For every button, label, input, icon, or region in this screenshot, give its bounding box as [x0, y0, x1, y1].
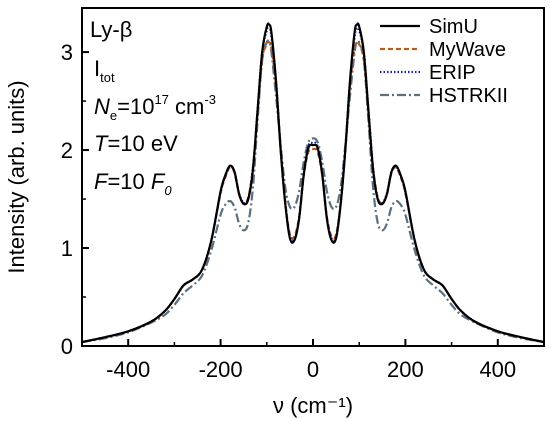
x-tick-label: 0: [307, 357, 319, 382]
annotation-density-sub: e: [110, 108, 117, 123]
parameter-annotations: Ly-β Itot Ne=1017 cm-3 T=10 eV F=10 F0: [90, 17, 216, 198]
legend-label-hstrkii: HSTRKII: [429, 85, 508, 107]
annotation-line-name: Ly-β: [90, 17, 132, 42]
y-tick-label: 1: [61, 236, 73, 261]
annotation-intensity-symbol: I: [94, 56, 100, 81]
x-axis-label: ν (cm⁻¹): [273, 393, 353, 418]
annotation-temperature-value: =10 eV: [107, 131, 178, 156]
y-tick-label: 3: [61, 40, 73, 65]
y-axis-label: Intensity (arb. units): [4, 80, 29, 273]
x-tick-label: -400: [106, 357, 150, 382]
annotation-field-var: F: [94, 169, 109, 194]
series-line-hstrkii: [82, 39, 544, 344]
annotation-density-value: =10: [117, 94, 154, 119]
annotation-line-text: Ly-β: [90, 17, 132, 42]
series-layer: [82, 22, 544, 344]
annotation-density-unit: cm: [169, 94, 204, 119]
annotation-field-unit: F: [151, 169, 166, 194]
annotation-intensity: Itot: [94, 56, 115, 85]
annotation-field: F=10 F0: [94, 169, 172, 198]
annotation-temperature: T=10 eV: [94, 131, 178, 156]
annotation-density-var: N: [94, 94, 110, 119]
x-tick-label: -200: [199, 357, 243, 382]
x-tick-label: 200: [387, 357, 424, 382]
annotation-field-value: =10: [107, 169, 150, 194]
legend-label-mywave: MyWave: [429, 39, 506, 61]
x-tick-label: 400: [479, 357, 516, 382]
annotation-density-exp: 17: [154, 92, 168, 107]
series-line-simu: [82, 22, 544, 344]
annotation-density-unit-exp: -3: [204, 92, 216, 107]
legend-label-simu: SimU: [429, 16, 478, 38]
annotation-intensity-sub: tot: [100, 70, 115, 85]
annotation-density: Ne=1017 cm-3: [94, 92, 216, 123]
y-tick-label: 2: [61, 138, 73, 163]
annotation-field-unit-sub: 0: [164, 183, 172, 198]
y-tick-label: 0: [61, 334, 73, 359]
axis-ticks: -400 -200 0 200 400 0 1 2 3: [61, 40, 545, 382]
legend-label-erip: ERIP: [429, 62, 476, 84]
annotation-temperature-var: T: [94, 131, 109, 156]
